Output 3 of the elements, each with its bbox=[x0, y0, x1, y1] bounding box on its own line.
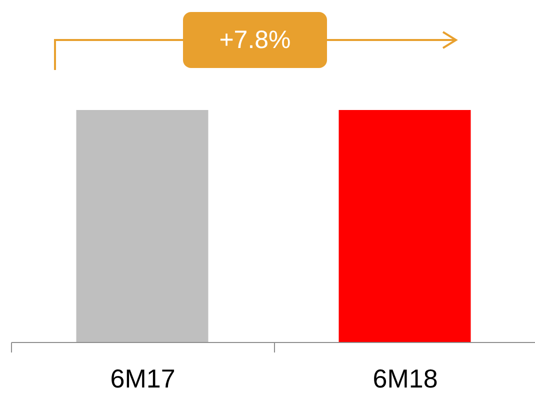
x-tick-label: 6M18 bbox=[372, 364, 438, 394]
badge: +7.8% bbox=[183, 12, 327, 68]
x-tick-label: 6M17 bbox=[110, 364, 176, 394]
